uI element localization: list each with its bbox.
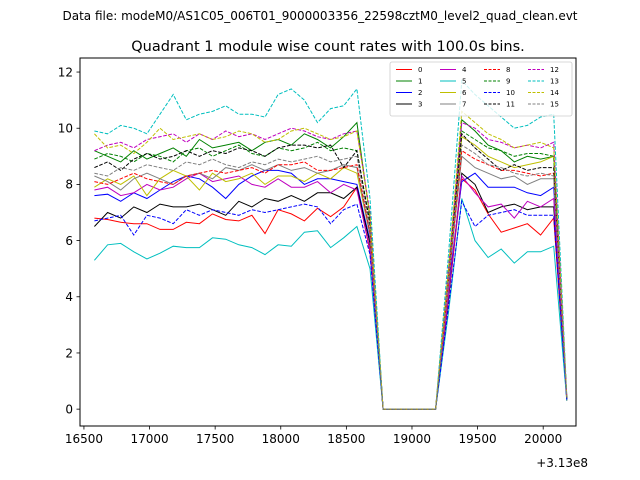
series-line-9 xyxy=(94,130,568,410)
legend-label-5: 5 xyxy=(462,78,466,86)
series-line-11 xyxy=(94,132,568,410)
plot-area xyxy=(94,79,568,410)
series-line-6 xyxy=(94,135,568,410)
series-line-5 xyxy=(94,198,568,410)
legend-label-8: 8 xyxy=(506,66,510,74)
x-tick-label: 19500 xyxy=(458,432,496,446)
y-tick-label: 0 xyxy=(65,402,73,416)
x-tick-label: 18000 xyxy=(262,432,300,446)
x-tick-label: 20000 xyxy=(524,432,562,446)
legend-label-13: 13 xyxy=(550,78,559,86)
y-tick-label: 2 xyxy=(65,346,73,360)
legend-label-11: 11 xyxy=(506,101,515,109)
legend-label-6: 6 xyxy=(462,89,467,97)
axis-ticks: 16500 17000 17500 18000 18500 19000 19500 20000… xyxy=(58,65,563,446)
series-line-14 xyxy=(94,110,568,410)
y-tick-label: 8 xyxy=(65,178,73,192)
x-tick-label: 17000 xyxy=(130,432,168,446)
legend-frame xyxy=(389,61,573,117)
x-tick-label: 16500 xyxy=(65,432,103,446)
legend-label-1: 1 xyxy=(418,78,422,86)
y-tick-label: 4 xyxy=(65,290,73,304)
series-line-4 xyxy=(94,172,568,410)
series-line-15 xyxy=(94,144,568,410)
legend-label-10: 10 xyxy=(506,89,515,97)
y-tick-label: 10 xyxy=(58,122,73,136)
x-offset-label: +3.13e8 xyxy=(536,456,588,470)
axes-frame xyxy=(79,57,577,427)
x-tick-label: 18500 xyxy=(327,432,365,446)
legend-label-12: 12 xyxy=(550,66,559,74)
y-tick-label: 12 xyxy=(58,65,73,79)
suptitle: Data file: modeM0/AS1C05_006T01_90000033… xyxy=(62,9,577,23)
legend-label-4: 4 xyxy=(462,66,467,74)
series-line-1 xyxy=(94,118,568,410)
legend-label-15: 15 xyxy=(550,101,559,109)
legend-label-3: 3 xyxy=(418,101,422,109)
x-tick-label: 17500 xyxy=(196,432,234,446)
legend-label-14: 14 xyxy=(550,89,559,97)
legend-label-7: 7 xyxy=(462,101,466,109)
x-tick-label: 19000 xyxy=(393,432,431,446)
series-line-0 xyxy=(94,177,568,410)
series-line-10 xyxy=(94,199,568,410)
legend-label-9: 9 xyxy=(506,78,510,86)
chart-title: Quadrant 1 module wise count rates with … xyxy=(131,39,525,55)
y-tick-label: 6 xyxy=(65,234,73,248)
legend-label-2: 2 xyxy=(418,89,422,97)
legend-label-0: 0 xyxy=(418,66,422,74)
